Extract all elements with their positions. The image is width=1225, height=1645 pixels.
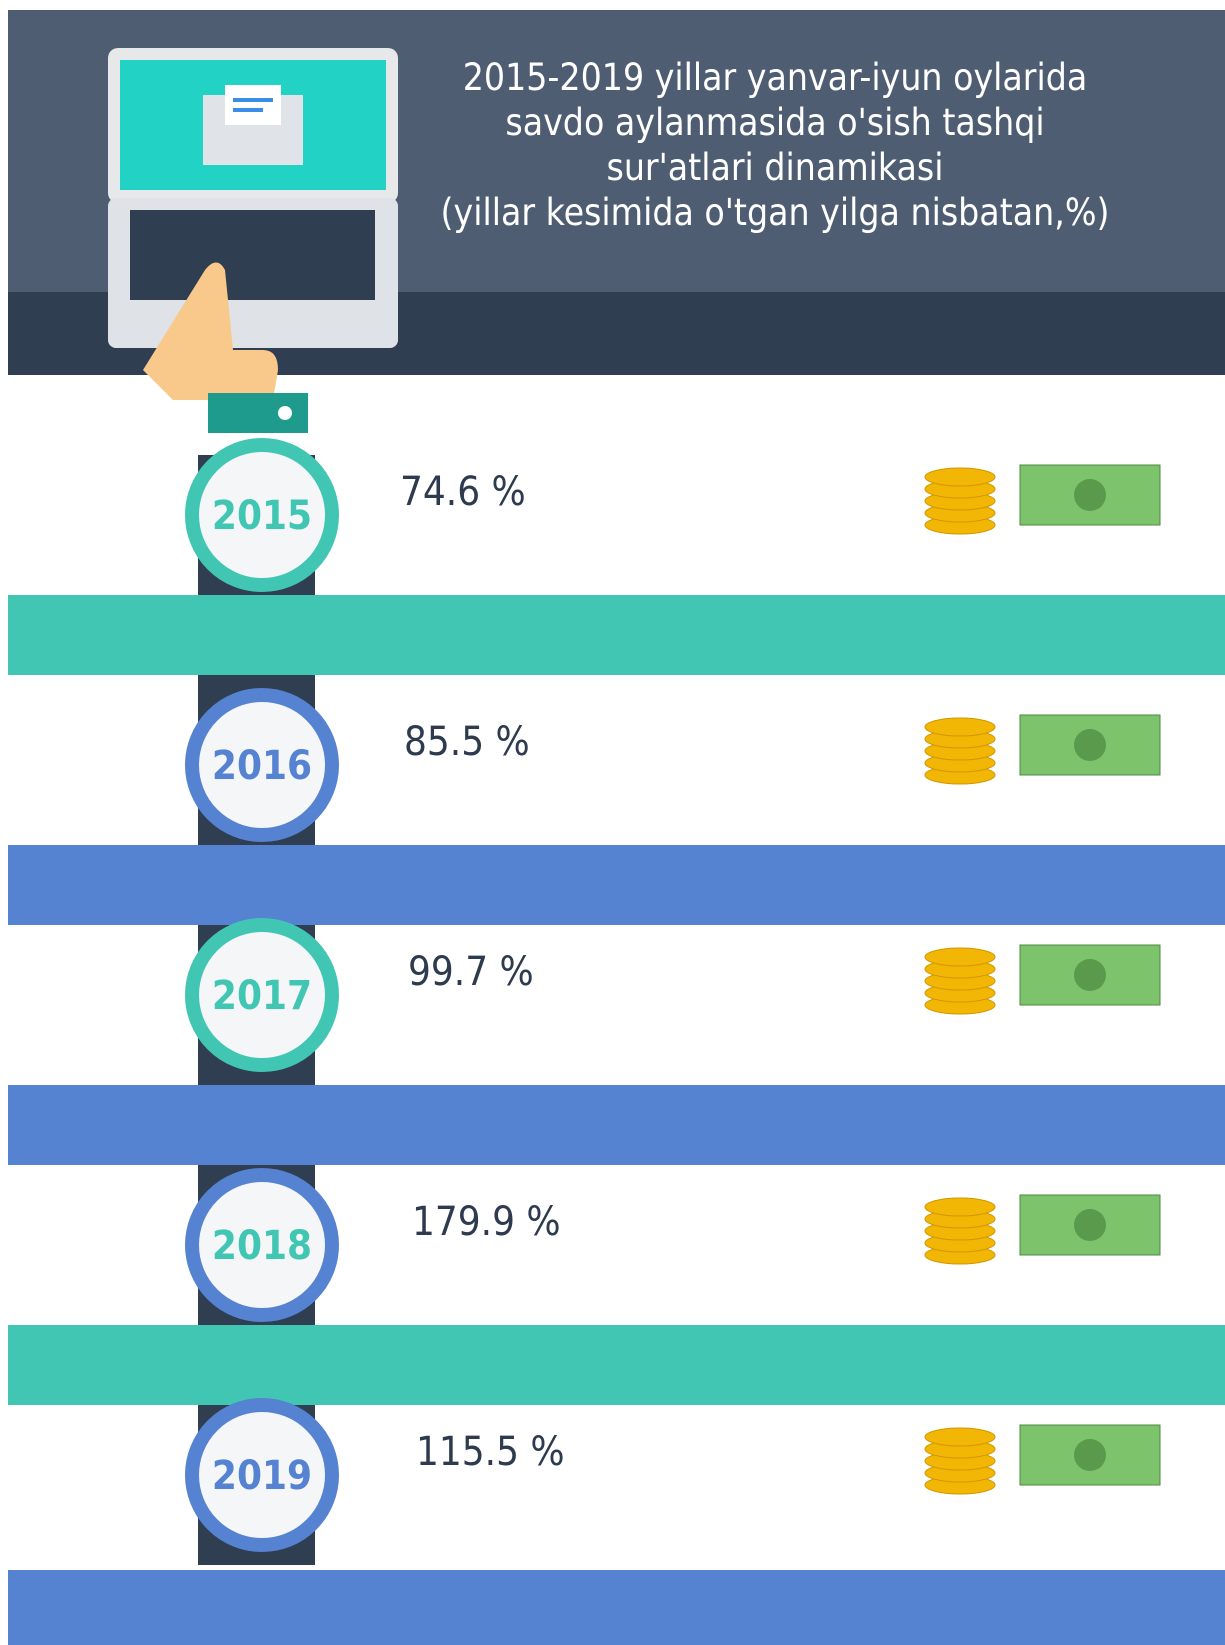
title-line: sur'atlari dinamikasi [606, 146, 943, 189]
year-ring [185, 1168, 339, 1322]
money-icon [924, 1424, 1161, 1495]
year-ring [185, 438, 339, 592]
money-icon [924, 464, 1161, 535]
coin [924, 947, 996, 967]
money-icon [924, 1194, 1161, 1265]
bill-center [1074, 479, 1106, 511]
value-label: 74.6 % [400, 469, 526, 515]
title-line: 2015-2019 yillar yanvar-iyun oylarida [463, 56, 1088, 99]
coin [924, 1427, 996, 1447]
money-icon [924, 714, 1161, 785]
year-ring [185, 688, 339, 842]
year-label: 2016 [212, 743, 312, 789]
year-label: 2017 [212, 973, 312, 1019]
title-line: (yillar kesimida o'tgan yilga nisbatan,%… [441, 191, 1110, 234]
value-label: 115.5 % [416, 1429, 565, 1475]
year-label: 2019 [212, 1453, 312, 1499]
band [8, 595, 1225, 675]
value-label: 85.5 % [404, 719, 530, 765]
coin [924, 1197, 996, 1217]
bill-center [1074, 1439, 1106, 1471]
laptop-icon [108, 48, 398, 433]
year-label: 2018 [212, 1223, 312, 1269]
bill-center [1074, 1209, 1106, 1241]
coin [924, 467, 996, 487]
bill-center [1074, 959, 1106, 991]
year-ring [185, 1398, 339, 1552]
title-line: savdo aylanmasida o'sish tashqi [505, 101, 1044, 144]
value-label: 179.9 % [412, 1199, 561, 1245]
band [8, 845, 1225, 925]
money-icon [924, 944, 1161, 1015]
band [8, 1570, 1225, 1645]
coin [924, 717, 996, 737]
year-ring [185, 918, 339, 1072]
value-label: 99.7 % [408, 949, 534, 995]
band [8, 1085, 1225, 1165]
bill-center [1074, 729, 1106, 761]
band [8, 1325, 1225, 1405]
year-label: 2015 [212, 493, 312, 539]
